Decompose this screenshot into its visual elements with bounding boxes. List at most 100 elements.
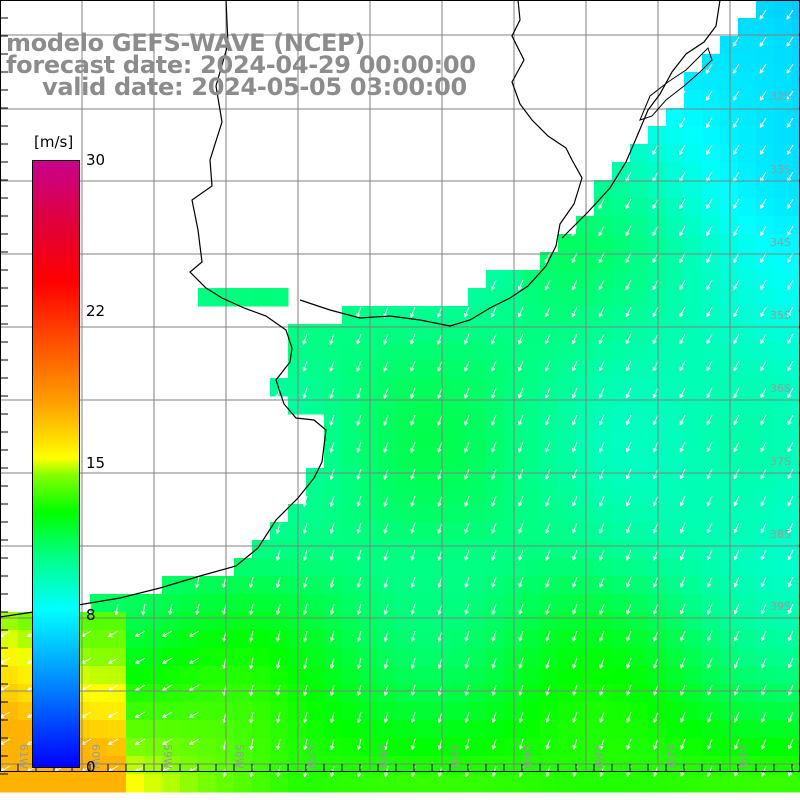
field-cell [378,540,397,559]
field-cell [630,666,649,685]
field-cell [594,432,613,451]
field-cell [702,684,721,703]
field-cell [702,270,721,289]
field-cell [252,648,271,667]
wind-arrow [491,333,497,345]
field-cell [612,432,631,451]
wind-arrow [786,9,794,20]
field-cell [324,450,343,469]
field-cell [666,234,685,253]
field-cell [378,504,397,523]
wind-arrow [464,468,470,480]
field-cell [504,612,523,631]
wind-arrow [787,630,794,642]
field-cell [774,432,793,451]
field-cell [594,450,613,469]
wind-arrow [759,117,767,128]
wind-arrow [733,522,740,534]
field-cell [756,306,775,325]
field-cell [144,774,163,793]
wind-arrow [732,90,740,101]
wind-arrow [652,414,659,426]
field-cell [720,288,739,307]
field-cell [504,396,523,415]
field-cell [702,198,721,217]
wind-arrow [571,360,578,372]
wind-arrow [383,603,389,615]
field-cell [378,360,397,379]
wind-arrow [545,711,551,723]
field-cell [414,414,433,433]
field-cell [612,648,631,667]
wind-arrow [410,468,416,480]
wind-arrow [275,576,281,588]
field-cell [720,396,739,415]
wind-arrow [598,387,605,399]
field-cell [540,522,559,541]
wind-arrow [356,603,362,615]
field-cell [648,666,667,685]
field-cell [576,648,595,667]
wind-arrow [276,684,281,697]
wind-arrow [545,684,551,696]
field-cell [108,702,127,721]
field-cell [522,576,541,595]
field-cell [0,756,19,775]
wind-arrow [108,684,119,691]
wind-arrow [760,414,767,426]
wind-arrow [329,522,335,534]
wind-arrow [787,387,794,399]
field-cell [792,144,800,163]
field-cell [702,522,721,541]
field-cell [648,702,667,721]
field-cell [522,594,541,613]
field-cell [738,54,757,73]
field-cell [666,342,685,361]
wind-arrow [733,387,740,399]
field-cell [756,288,775,307]
field-cell [540,432,559,451]
field-cell [126,702,145,721]
field-cell [504,504,523,523]
field-cell [18,720,37,739]
field-cell [252,594,271,613]
field-cell [630,486,649,505]
field-cell [234,666,253,685]
wind-arrow [653,576,659,588]
field-cell [342,738,361,757]
field-cell [414,576,433,595]
field-cell [702,576,721,595]
field-cell [450,486,469,505]
wind-arrow [491,387,497,399]
field-cell [738,684,757,703]
field-cell [738,396,757,415]
field-cell [774,612,793,631]
field-cell [648,540,667,559]
field-cell [108,684,127,703]
field-cell [738,666,757,685]
field-cell [144,720,163,739]
field-cell [234,648,253,667]
wind-arrow [410,360,416,372]
field-cell [342,702,361,721]
field-cell [576,486,595,505]
wind-arrow [706,522,713,534]
wind-arrow [108,711,119,718]
wind-arrow [572,738,578,750]
field-cell [252,774,271,793]
field-cell [684,378,703,397]
wind-arrow [518,333,524,345]
wind-arrow [625,279,632,291]
field-cell [774,558,793,577]
field-cell [540,666,559,685]
field-cell [288,576,307,595]
field-cell [450,378,469,397]
field-cell [342,378,361,397]
wind-arrow [518,657,524,669]
field-cell [306,396,325,415]
field-cell [594,666,613,685]
field-cell [324,360,343,379]
wind-arrow [786,36,794,47]
field-cell [576,468,595,487]
wind-arrow [599,468,605,480]
